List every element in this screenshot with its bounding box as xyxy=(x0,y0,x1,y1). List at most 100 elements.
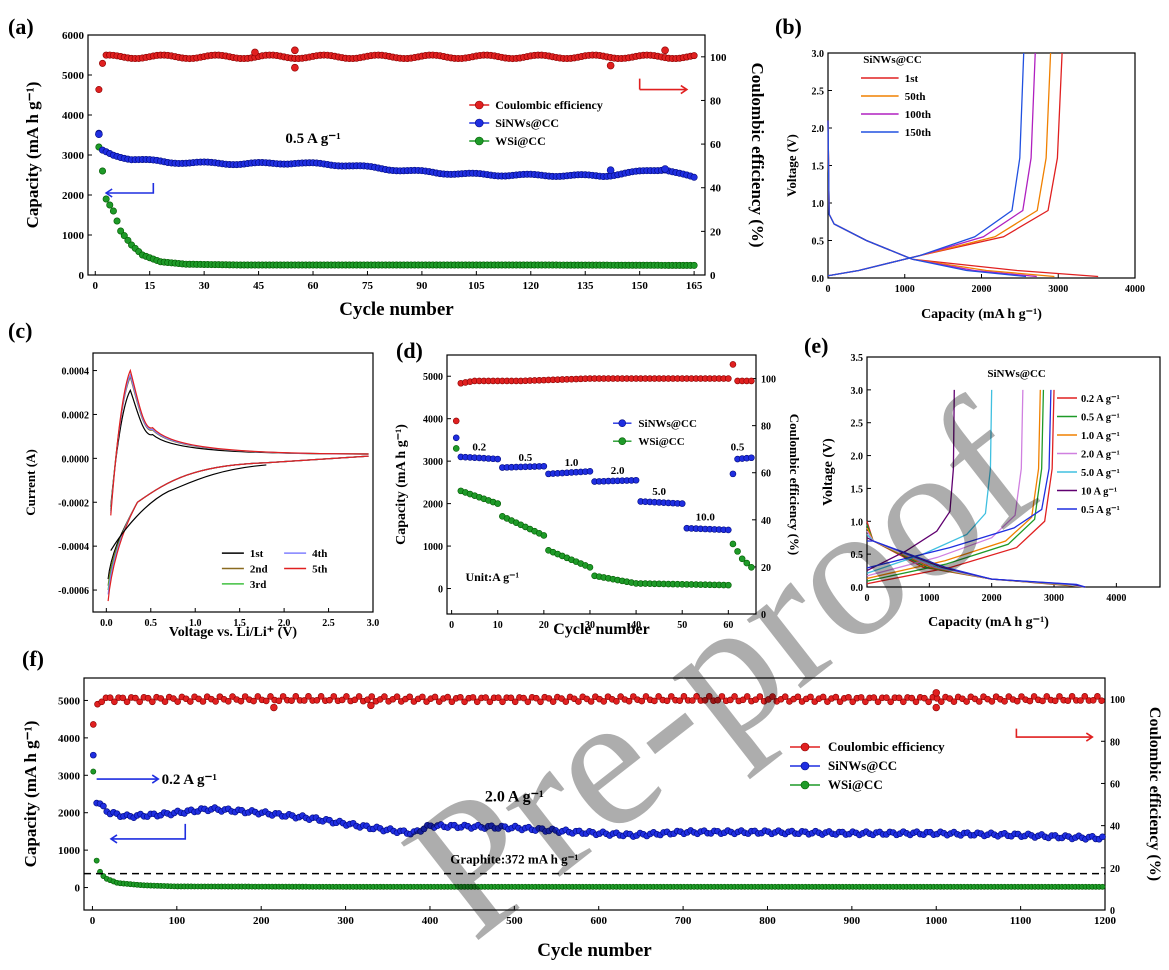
charge-curve xyxy=(866,389,1055,585)
ce-point xyxy=(874,698,882,706)
cv-anodic-curve xyxy=(110,368,369,516)
x-tick-label: 3000 xyxy=(1048,284,1068,295)
ce-point xyxy=(313,697,321,704)
plot-frame xyxy=(446,354,757,615)
x-tick-label: 1100 xyxy=(1010,915,1032,927)
ce-point xyxy=(587,698,595,705)
x-tick-label: 45 xyxy=(253,280,265,292)
ce-outlier xyxy=(661,46,669,55)
ce-point xyxy=(473,698,481,706)
ce-point xyxy=(900,698,907,706)
y-tick-label: 2000 xyxy=(62,190,85,202)
cv-anodic-curve xyxy=(110,388,369,507)
ce-point xyxy=(132,694,139,702)
wsi-point xyxy=(124,236,132,244)
x-tick-label: 200 xyxy=(253,915,270,927)
ce-point xyxy=(1094,693,1101,700)
wsi-point xyxy=(748,563,755,571)
charge-curve xyxy=(827,52,1052,277)
ce-point xyxy=(562,698,570,705)
ce-point xyxy=(705,693,713,700)
y-tick-label: 4000 xyxy=(62,110,85,122)
y-axis-title: Current (A) xyxy=(23,449,38,516)
y-axis-title: Voltage (V) xyxy=(821,438,836,506)
legend-entry: 5th xyxy=(312,563,327,575)
ce-point xyxy=(499,698,506,706)
arrow-head xyxy=(151,774,160,784)
ce-point xyxy=(448,698,456,706)
ce-point xyxy=(921,694,928,702)
rate-label: 0.5 xyxy=(731,442,745,454)
x-tick-label: 1000 xyxy=(895,284,915,295)
rate-label: 2.0 xyxy=(611,465,625,477)
x-tick-label: 0 xyxy=(449,620,454,631)
y2-tick-label: 100 xyxy=(710,52,727,64)
ce-point xyxy=(406,693,414,701)
ce-point xyxy=(99,59,107,67)
x-tick-label: 2000 xyxy=(982,593,1002,604)
x-tick-label: 1.5 xyxy=(233,618,246,629)
arrow-head xyxy=(104,188,113,198)
ce-point xyxy=(895,694,903,702)
ce-outlier xyxy=(367,701,375,710)
y-tick-label: 1000 xyxy=(58,845,81,857)
wsi-point xyxy=(690,261,698,269)
x-tick-label: 2.5 xyxy=(322,618,335,629)
y-tick-label: 4000 xyxy=(58,733,81,745)
y-tick-label: 1000 xyxy=(62,230,85,242)
legend-entry: SiNWs@CC xyxy=(828,758,897,773)
x-tick-label: 900 xyxy=(844,915,861,927)
ce-point xyxy=(642,693,650,700)
ce-outlier xyxy=(270,703,278,712)
ce-point xyxy=(743,693,751,700)
ce-point xyxy=(1089,697,1097,704)
ce-point xyxy=(537,698,544,706)
rate-annotation: 2.0 A g⁻¹ xyxy=(485,788,544,805)
legend-marker xyxy=(800,761,810,771)
wsi-point xyxy=(729,540,737,548)
panel-label-e: (e) xyxy=(804,333,828,358)
panel-label-b: (b) xyxy=(775,14,802,39)
sinw-point xyxy=(1099,833,1106,841)
ce-outlier xyxy=(932,703,940,712)
ce-point xyxy=(870,694,878,701)
ce-point xyxy=(254,693,262,700)
ce-point xyxy=(300,697,308,704)
legend-marker xyxy=(474,118,484,128)
y-tick-label: 0.0 xyxy=(851,583,864,594)
ce-point xyxy=(106,694,114,701)
legend-entry: 150th xyxy=(905,127,931,139)
legend-marker xyxy=(618,419,627,427)
ce-point xyxy=(149,698,156,706)
ce-point xyxy=(330,693,338,700)
sinw-outlier xyxy=(661,165,669,173)
x-tick-label: 4000 xyxy=(1106,593,1126,604)
sinw-point xyxy=(89,751,97,759)
y-tick-label: 4000 xyxy=(423,415,443,426)
ce-point xyxy=(676,697,684,704)
y2-tick-label: 40 xyxy=(1110,822,1120,833)
ce-point xyxy=(279,693,287,700)
legend-entry: 4th xyxy=(312,548,327,560)
ce-point xyxy=(288,697,295,704)
y-tick-label: 0 xyxy=(438,585,443,596)
x-tick-label: 0 xyxy=(865,593,870,604)
y2-tick-label: 60 xyxy=(1110,779,1120,790)
ce-point xyxy=(431,693,439,701)
wsi-point xyxy=(90,768,97,775)
legend-title: SiNWs@CC xyxy=(987,368,1046,380)
x-tick-label: 1000 xyxy=(925,915,948,927)
ce-point xyxy=(748,377,755,385)
legend-entry: WSi@CC xyxy=(495,134,546,148)
plot-frame xyxy=(866,356,1161,588)
y-tick-label: 0.0004 xyxy=(62,367,90,378)
ce-point xyxy=(727,696,734,704)
wsi-point xyxy=(743,559,751,567)
x-tick-label: 10 xyxy=(493,620,503,631)
wsi-point xyxy=(1099,883,1106,890)
ce-point xyxy=(1098,697,1105,704)
x-tick-label: 400 xyxy=(422,915,439,927)
x-tick-label: 20 xyxy=(539,620,549,631)
sinw-point xyxy=(494,455,502,463)
ce-point xyxy=(89,721,97,728)
